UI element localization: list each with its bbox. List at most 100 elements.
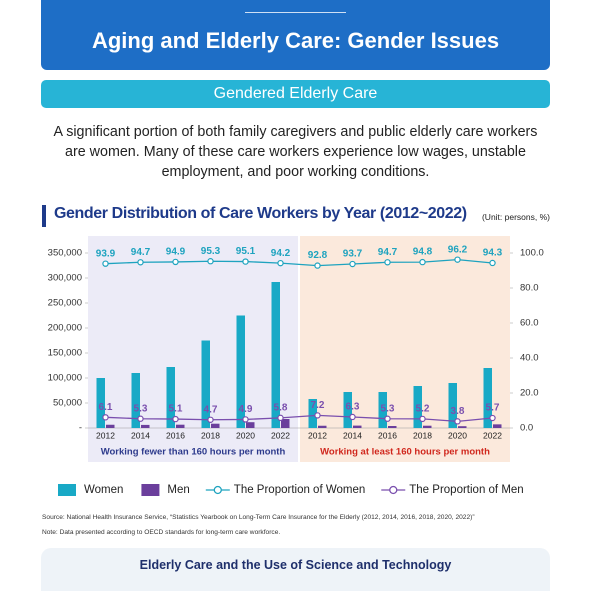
data-label: 5.1 bbox=[169, 404, 183, 415]
bar bbox=[141, 424, 150, 428]
line-marker bbox=[137, 259, 144, 266]
bar bbox=[166, 367, 175, 428]
line-marker bbox=[172, 415, 179, 423]
panel-background bbox=[300, 236, 510, 462]
line-marker bbox=[489, 259, 496, 267]
x-tick-label: 2012 bbox=[308, 430, 327, 440]
bar bbox=[448, 383, 457, 428]
data-label: 3.8 bbox=[451, 406, 465, 417]
data-label: 96.2 bbox=[448, 244, 468, 255]
data-label: 95.1 bbox=[236, 246, 256, 257]
legend-swatch bbox=[58, 484, 76, 496]
y2-tick-label: 20.0 bbox=[520, 388, 539, 399]
bar bbox=[96, 378, 105, 428]
data-label: 5.3 bbox=[134, 403, 148, 414]
y-tick-label: 200,000 bbox=[48, 323, 82, 334]
data-label: 92.8 bbox=[308, 250, 328, 261]
bar bbox=[413, 386, 422, 428]
line-marker bbox=[454, 418, 461, 425]
data-label: 4.7 bbox=[204, 404, 218, 415]
y-tick-label: 250,000 bbox=[48, 298, 82, 309]
line-marker bbox=[102, 414, 109, 421]
intro-text: A significant portion of both family car… bbox=[53, 124, 538, 180]
data-label: 5.2 bbox=[416, 404, 430, 415]
data-label: 93.9 bbox=[96, 248, 116, 259]
line-marker bbox=[419, 415, 426, 423]
line-marker bbox=[172, 258, 179, 266]
subtitle: Gendered Elderly Care bbox=[213, 85, 378, 102]
panel-label: Working fewer than 160 hours per month bbox=[101, 447, 286, 458]
line-marker bbox=[314, 262, 321, 269]
bar bbox=[211, 423, 220, 428]
x-tick-label: 2016 bbox=[378, 430, 397, 440]
line-marker bbox=[349, 413, 356, 421]
line-marker bbox=[277, 259, 284, 267]
line-marker bbox=[314, 412, 321, 419]
line-marker bbox=[489, 414, 496, 422]
bar bbox=[353, 425, 362, 428]
data-label: 5.3 bbox=[381, 403, 395, 414]
line-marker bbox=[207, 258, 214, 265]
y-tick-label: 350,000 bbox=[48, 248, 82, 259]
bar bbox=[131, 373, 140, 428]
bar bbox=[493, 424, 502, 428]
y2-tick-label: 100.0 bbox=[520, 248, 544, 259]
x-tick-label: 2014 bbox=[343, 430, 362, 440]
y-tick-label: 150,000 bbox=[48, 348, 82, 359]
data-label: 5.8 bbox=[274, 402, 288, 413]
chart-unit: (Unit: persons, %) bbox=[481, 212, 550, 222]
bar bbox=[236, 315, 245, 428]
legend-marker bbox=[213, 485, 222, 495]
footer-title: Elderly Care and the Use of Science and … bbox=[139, 558, 452, 572]
header-bar bbox=[41, 0, 550, 70]
x-tick-label: 2018 bbox=[413, 430, 432, 440]
legend-label: Men bbox=[167, 484, 189, 496]
x-tick-label: 2012 bbox=[96, 430, 115, 440]
bar bbox=[483, 368, 492, 428]
x-tick-label: 2018 bbox=[201, 430, 220, 440]
line-marker bbox=[419, 258, 426, 266]
chart: Working fewer than 160 hours per month Wo… bbox=[48, 236, 544, 496]
line-marker bbox=[349, 260, 356, 268]
data-label: 7.2 bbox=[311, 400, 325, 411]
line-marker bbox=[277, 414, 284, 422]
bar bbox=[378, 392, 387, 428]
data-label: 5.7 bbox=[486, 403, 500, 414]
data-label: 6.3 bbox=[346, 402, 360, 413]
x-tick-label: 2020 bbox=[448, 430, 467, 440]
y-tick-label: - bbox=[79, 423, 82, 434]
data-label: 94.3 bbox=[483, 248, 503, 259]
legend-label: The Proportion of Men bbox=[409, 484, 523, 496]
line-marker bbox=[102, 260, 109, 267]
line-marker bbox=[137, 415, 144, 422]
line-marker bbox=[242, 258, 249, 265]
line-marker bbox=[384, 415, 391, 422]
y2-tick-label: 40.0 bbox=[520, 353, 539, 364]
subtitle-bar bbox=[41, 80, 550, 108]
bar bbox=[388, 426, 397, 428]
y-tick-label: 100,000 bbox=[48, 373, 82, 384]
data-label: 94.7 bbox=[378, 247, 398, 258]
line-marker bbox=[454, 256, 461, 263]
bar bbox=[343, 392, 352, 428]
line bbox=[105, 258, 493, 267]
x-tick-label: 2022 bbox=[271, 430, 290, 440]
chart-title: Gender Distribution of Care Workers by Y… bbox=[54, 205, 467, 222]
y-tick-label: 300,000 bbox=[48, 273, 82, 284]
line-marker bbox=[207, 416, 214, 423]
legend-label: The Proportion of Women bbox=[234, 484, 365, 496]
bar bbox=[423, 425, 432, 428]
data-label: 93.7 bbox=[343, 249, 363, 260]
line-marker bbox=[242, 416, 249, 423]
bar bbox=[106, 424, 115, 428]
data-label: 94.7 bbox=[131, 247, 151, 258]
line-marker bbox=[384, 259, 391, 266]
bar bbox=[458, 426, 467, 428]
bar bbox=[201, 340, 210, 428]
bar bbox=[281, 419, 290, 428]
x-tick-label: 2022 bbox=[483, 430, 502, 440]
footer-box bbox=[41, 548, 550, 591]
y-tick-label: 50,000 bbox=[53, 398, 82, 409]
panel-background bbox=[88, 236, 298, 462]
